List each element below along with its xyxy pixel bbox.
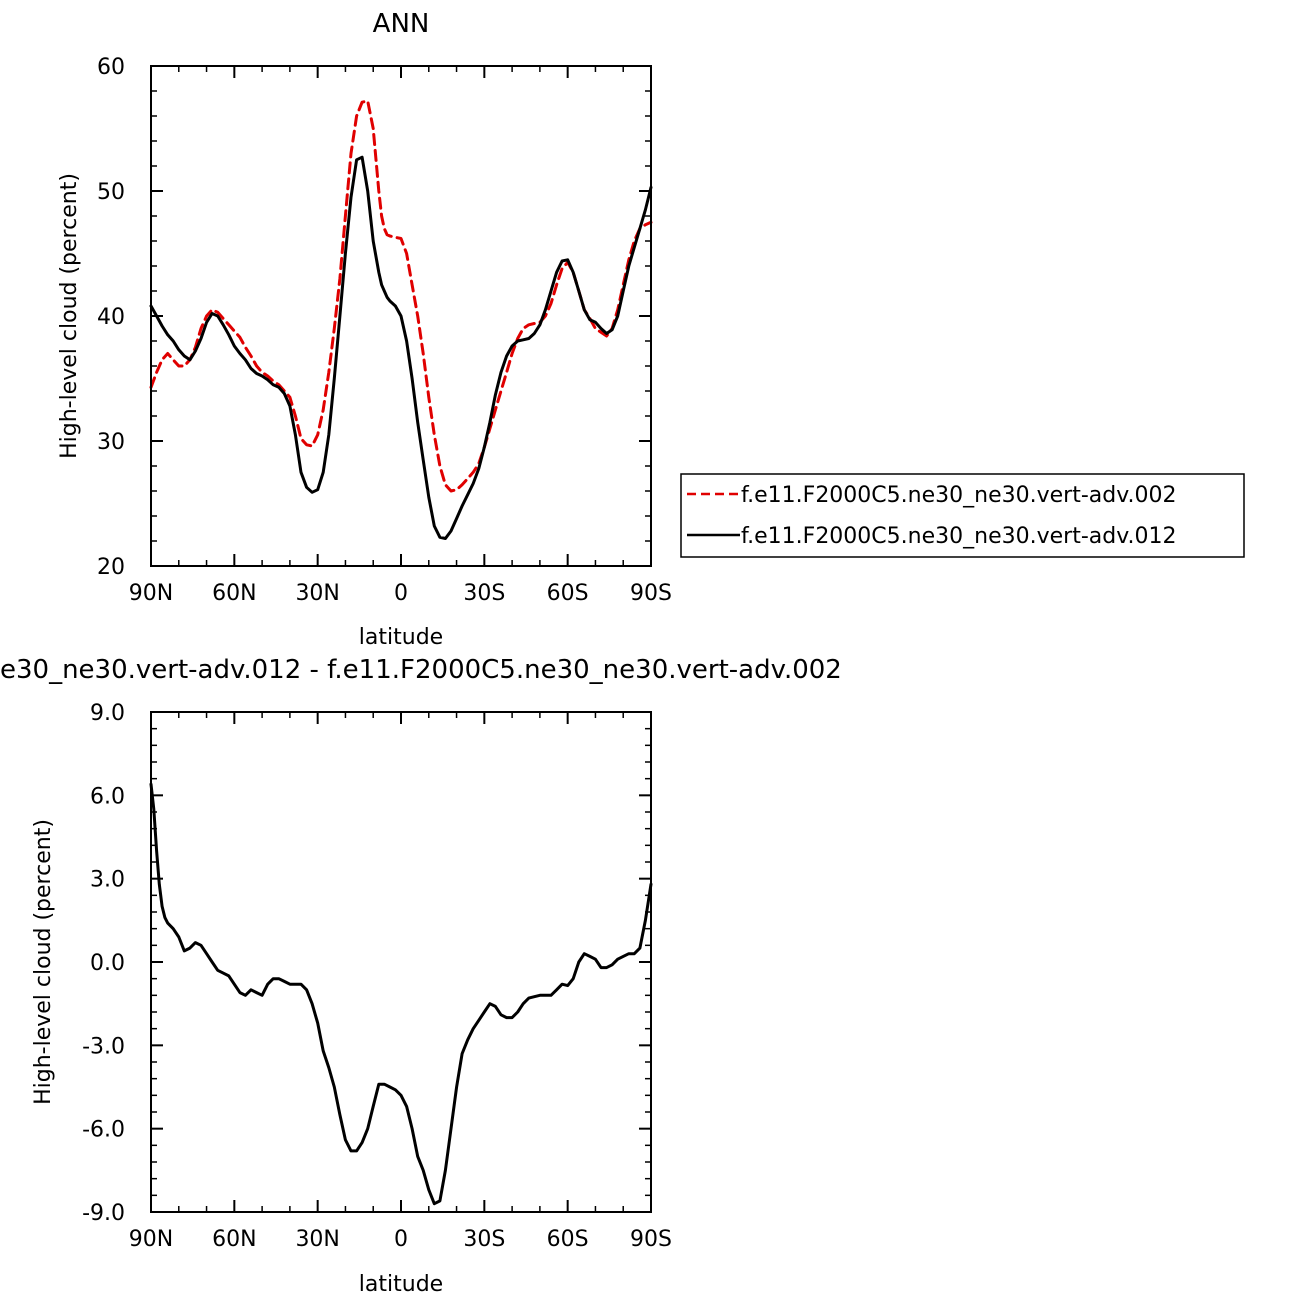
top-x-tick-label: 90N [129, 581, 173, 606]
bottom-y-tick-label: 9.0 [90, 701, 125, 726]
bottom-y-tick-label: 3.0 [90, 868, 125, 893]
top-x-tick-label: 30S [463, 581, 505, 606]
bottom-series-line-0 [149, 782, 653, 1206]
top-y-tick-label: 40 [97, 305, 125, 330]
bottom-y-tick-label: -6.0 [82, 1118, 125, 1143]
top-panel: ANN High-level cloud (percent) latitude … [57, 9, 672, 650]
top-y-tick-label: 30 [97, 430, 125, 455]
bottom-y-tick-label: 0.0 [90, 951, 125, 976]
bottom-x-tick-label: 90S [630, 1227, 672, 1252]
bottom-x-tick-label: 0 [394, 1227, 408, 1252]
legend: f.e11.F2000C5.ne30_ne30.vert-adv.002 f.e… [680, 473, 1245, 558]
bottom-x-tick-label: 90N [129, 1227, 173, 1252]
bottom-x-axis-label: latitude [359, 1272, 443, 1297]
bottom-y-axis-label: High-level cloud (percent) [31, 819, 56, 1105]
top-x-tick-label: 90S [630, 581, 672, 606]
legend-label-012: f.e11.F2000C5.ne30_ne30.vert-adv.012 [741, 524, 1177, 549]
bottom-axis-ticks: 90N 60N 30N 0 30S 60S 90S -9.0 -6.0 -3.0 0.0 3.0 6.0… [82, 701, 672, 1252]
bottom-chart-title: e30_ne30.vert-adv.012 - f.e11.F2000C5.ne… [0, 655, 842, 685]
top-x-tick-label: 30N [295, 581, 339, 606]
top-series-line-1 [149, 155, 653, 540]
top-plot-frame [150, 65, 652, 567]
legend-label-002: f.e11.F2000C5.ne30_ne30.vert-adv.002 [741, 483, 1177, 508]
top-axis-ticks: 90N 60N 30N 0 30S 60S 90S 20 30 40 50 60 [97, 55, 672, 606]
top-series-lines [149, 99, 653, 540]
top-chart-title: ANN [373, 9, 430, 39]
top-y-axis-label: High-level cloud (percent) [57, 173, 82, 459]
bottom-x-tick-label: 60S [547, 1227, 589, 1252]
top-y-tick-label: 60 [97, 55, 125, 80]
bottom-panel: e30_ne30.vert-adv.012 - f.e11.F2000C5.ne… [0, 655, 842, 1297]
top-x-tick-label: 60S [547, 581, 589, 606]
bottom-plot-frame [150, 711, 652, 1213]
top-x-tick-label: 60N [212, 581, 256, 606]
top-x-tick-label: 0 [394, 581, 408, 606]
bottom-x-tick-label: 30S [463, 1227, 505, 1252]
bottom-series-lines [149, 782, 653, 1206]
bottom-y-tick-label: -9.0 [82, 1201, 125, 1226]
bottom-y-tick-label: -3.0 [82, 1034, 125, 1059]
legend-box [680, 473, 1245, 558]
bottom-y-tick-label: 6.0 [90, 784, 125, 809]
bottom-x-tick-label: 60N [212, 1227, 256, 1252]
top-x-axis-label: latitude [359, 625, 443, 650]
bottom-x-tick-label: 30N [295, 1227, 339, 1252]
top-y-tick-label: 20 [97, 555, 125, 580]
top-y-tick-label: 50 [97, 180, 125, 205]
top-series-line-0 [149, 99, 653, 493]
